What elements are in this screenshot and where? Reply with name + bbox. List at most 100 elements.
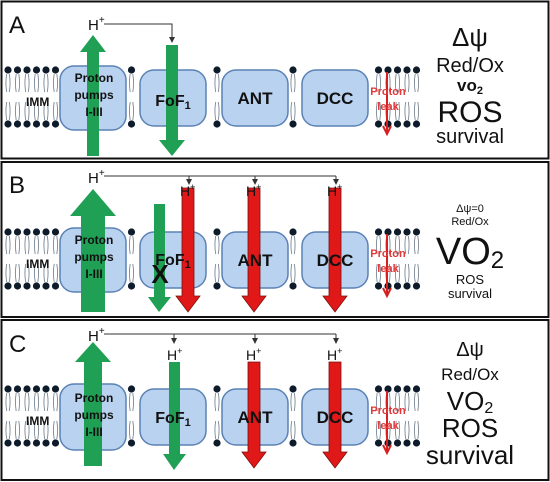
lipid-tail xyxy=(293,420,296,440)
lipid-head xyxy=(23,282,31,290)
panel-a-pump-arrow xyxy=(80,35,106,156)
lipid-head xyxy=(403,66,411,74)
panel-b-fof1-red-arrow xyxy=(175,187,201,313)
lipid-head xyxy=(32,66,41,74)
panel-a-leak-arrow xyxy=(382,72,392,137)
lipid-head xyxy=(213,385,221,393)
lipid-tail xyxy=(18,73,21,93)
lipid-tail xyxy=(290,392,293,412)
lipid-tail xyxy=(46,420,49,440)
lipid-tail xyxy=(290,101,293,121)
lipid-tail xyxy=(293,101,296,121)
panel-c-ros-label: ROS xyxy=(442,413,498,443)
panel-c-pumps-line1: Proton xyxy=(75,391,114,405)
panel-c-ant-label: ANT xyxy=(238,408,274,427)
lipid-tail xyxy=(379,392,382,412)
lipid-tail xyxy=(398,101,401,121)
lipid-tail xyxy=(14,73,17,93)
panel-b-letter: B xyxy=(9,172,25,199)
lipid-tail xyxy=(394,392,397,412)
lipid-tail xyxy=(27,263,30,283)
lipid-tail xyxy=(37,235,40,255)
panel-a-dcc-label: DCC xyxy=(317,89,354,108)
panel-a-membrane xyxy=(4,66,421,128)
lipid-tail xyxy=(37,392,40,412)
panel-c-pumps-line3: I-III xyxy=(85,425,102,439)
lipid-tail xyxy=(407,101,410,121)
lipid-tail xyxy=(404,392,407,412)
panel-b-leak-line2: leak xyxy=(377,263,399,275)
lipid-head xyxy=(32,439,41,447)
lipid-head xyxy=(127,439,136,447)
lipid-head xyxy=(51,282,60,290)
lipid-tail xyxy=(388,420,391,440)
lipid-tail xyxy=(407,263,410,283)
lipid-tail xyxy=(290,263,293,283)
lipid-tail xyxy=(379,263,382,283)
lipid-tail xyxy=(5,73,8,93)
lipid-tail xyxy=(379,420,382,440)
lipid-head xyxy=(412,282,421,290)
lipid-head xyxy=(32,120,41,128)
lipid-head xyxy=(412,228,421,236)
panel-b-ant-label: ANT xyxy=(238,251,274,270)
lipid-head xyxy=(393,385,402,393)
lipid-head xyxy=(42,228,50,236)
lipid-head xyxy=(23,385,31,393)
panel-c-h-plus-ant: H+ xyxy=(246,346,261,363)
lipid-head xyxy=(4,120,12,128)
lipid-tail xyxy=(24,263,27,283)
lipid-head xyxy=(393,282,402,290)
lipid-head xyxy=(403,228,411,236)
panel-a-letter: A xyxy=(9,12,25,39)
panel-c-pumps-line2: pumps xyxy=(74,408,114,422)
lipid-tail xyxy=(217,235,220,255)
lipid-tail xyxy=(214,235,217,255)
panel-c-leak-line1: Proton xyxy=(370,405,406,417)
panel-a-psi-label: Δψ xyxy=(452,22,488,52)
panel-c-ant-red-arrow xyxy=(241,361,267,469)
lipid-head xyxy=(384,66,392,74)
lipid-tail xyxy=(18,420,21,440)
panel-a-survival-label: survival xyxy=(436,126,504,148)
lipid-tail xyxy=(8,73,11,93)
lipid-tail xyxy=(43,392,46,412)
lipid-tail xyxy=(43,235,46,255)
lipid-tail xyxy=(214,73,217,93)
panel-b-ant-red-arrow xyxy=(241,187,267,313)
lipid-tail xyxy=(27,73,30,93)
lipid-tail xyxy=(394,235,397,255)
lipid-head xyxy=(213,439,221,447)
panel-b-fof1-label: FoF1 xyxy=(155,252,190,271)
lipid-head xyxy=(13,66,22,74)
lipid-tail xyxy=(388,73,391,93)
lipid-tail xyxy=(293,73,296,93)
panel-b-dcc-label: DCC xyxy=(317,251,354,270)
panel-a-dcc-complex xyxy=(301,69,369,127)
lipid-tail xyxy=(56,73,59,93)
lipid-tail xyxy=(46,392,49,412)
lipid-head xyxy=(403,282,411,290)
lipid-tail xyxy=(33,101,36,121)
lipid-tail xyxy=(132,101,135,121)
lipid-head xyxy=(42,66,50,74)
lipid-tail xyxy=(8,101,11,121)
lipid-head xyxy=(23,120,31,128)
lipid-tail xyxy=(217,101,220,121)
lipid-tail xyxy=(37,101,40,121)
lipid-head xyxy=(289,439,297,447)
panel-c-leak-arrow xyxy=(382,391,392,456)
panel-c-leak-line2: leak xyxy=(377,420,399,432)
lipid-tail xyxy=(407,392,410,412)
lipid-head xyxy=(289,282,297,290)
lipid-tail xyxy=(394,420,397,440)
lipid-tail xyxy=(375,235,378,255)
panel-a-h-plus: H+ xyxy=(88,15,105,34)
lipid-tail xyxy=(27,101,30,121)
lipid-tail xyxy=(214,263,217,283)
lipid-tail xyxy=(293,392,296,412)
panel-b-inhibitor-x: X xyxy=(151,259,169,289)
lipid-tail xyxy=(52,392,55,412)
lipid-head xyxy=(32,228,41,236)
panel-a-leak-line2: leak xyxy=(377,101,399,113)
